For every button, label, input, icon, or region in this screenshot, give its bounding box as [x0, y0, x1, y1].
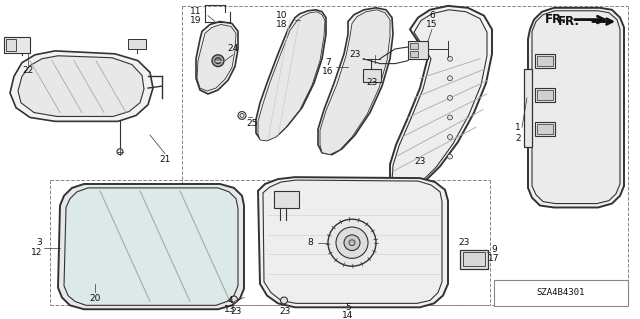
Text: 18: 18	[276, 20, 288, 29]
Text: 23: 23	[230, 307, 242, 316]
Text: 5: 5	[345, 303, 351, 312]
Text: 22: 22	[22, 66, 34, 75]
Ellipse shape	[230, 296, 237, 303]
Polygon shape	[197, 25, 236, 91]
Polygon shape	[258, 12, 325, 141]
Polygon shape	[64, 188, 238, 305]
Text: 21: 21	[159, 155, 171, 164]
Bar	[535, 54, 555, 68]
Polygon shape	[390, 6, 492, 192]
Bar	[524, 69, 532, 147]
Text: 23: 23	[458, 238, 470, 247]
Text: 25: 25	[246, 119, 258, 128]
Polygon shape	[318, 8, 393, 155]
Ellipse shape	[215, 58, 221, 63]
Text: 10: 10	[276, 11, 288, 20]
Text: FR.: FR.	[545, 13, 567, 26]
Polygon shape	[256, 10, 326, 140]
Text: 23: 23	[366, 78, 378, 87]
Polygon shape	[10, 51, 153, 121]
Ellipse shape	[328, 219, 376, 266]
Text: 17: 17	[488, 254, 500, 263]
Bar	[363, 69, 381, 82]
Text: 3: 3	[36, 238, 42, 247]
Text: 14: 14	[342, 311, 354, 319]
Ellipse shape	[117, 149, 123, 155]
Bar	[463, 253, 485, 266]
Polygon shape	[392, 10, 487, 191]
Bar	[494, 280, 628, 306]
Text: 11: 11	[190, 7, 202, 16]
Ellipse shape	[212, 55, 224, 67]
Polygon shape	[532, 11, 620, 204]
Ellipse shape	[447, 115, 452, 120]
Text: 15: 15	[426, 20, 438, 29]
Text: 6: 6	[429, 11, 435, 20]
Text: 12: 12	[31, 248, 42, 257]
Ellipse shape	[349, 240, 355, 246]
Ellipse shape	[238, 112, 246, 119]
Bar	[537, 90, 553, 100]
Text: 8: 8	[307, 238, 313, 247]
Text: 23: 23	[349, 50, 361, 59]
Text: 24: 24	[227, 44, 239, 54]
Text: 2: 2	[515, 135, 521, 144]
Polygon shape	[320, 10, 390, 155]
Text: SZA4B4301: SZA4B4301	[537, 288, 585, 297]
Bar	[6, 39, 16, 51]
Bar	[537, 124, 553, 134]
Ellipse shape	[280, 297, 287, 304]
Ellipse shape	[336, 227, 368, 258]
Ellipse shape	[447, 56, 452, 61]
Text: 19: 19	[190, 16, 202, 25]
Bar	[535, 88, 555, 102]
Text: 16: 16	[323, 67, 333, 76]
Bar	[535, 122, 555, 136]
Polygon shape	[263, 180, 442, 303]
Ellipse shape	[447, 95, 452, 100]
Ellipse shape	[447, 135, 452, 139]
Polygon shape	[258, 177, 448, 307]
Text: 7: 7	[325, 58, 331, 67]
Text: 20: 20	[90, 294, 100, 303]
Ellipse shape	[344, 235, 360, 250]
Text: 13: 13	[224, 305, 236, 314]
Text: 23: 23	[414, 157, 426, 166]
Polygon shape	[528, 8, 624, 207]
Bar	[274, 191, 299, 208]
Bar	[128, 39, 146, 49]
Text: 23: 23	[279, 307, 291, 316]
Bar	[4, 37, 30, 53]
Polygon shape	[196, 21, 238, 94]
Bar	[460, 249, 488, 269]
Bar	[537, 56, 553, 66]
Polygon shape	[18, 56, 144, 116]
Polygon shape	[58, 184, 244, 309]
Text: 9: 9	[491, 245, 497, 254]
Text: 4: 4	[227, 296, 233, 305]
Bar	[410, 51, 418, 57]
Text: FR.: FR.	[558, 15, 580, 28]
Bar	[408, 41, 428, 59]
Ellipse shape	[447, 154, 452, 159]
Ellipse shape	[447, 76, 452, 81]
Bar	[410, 43, 418, 49]
Text: 1: 1	[515, 123, 521, 132]
